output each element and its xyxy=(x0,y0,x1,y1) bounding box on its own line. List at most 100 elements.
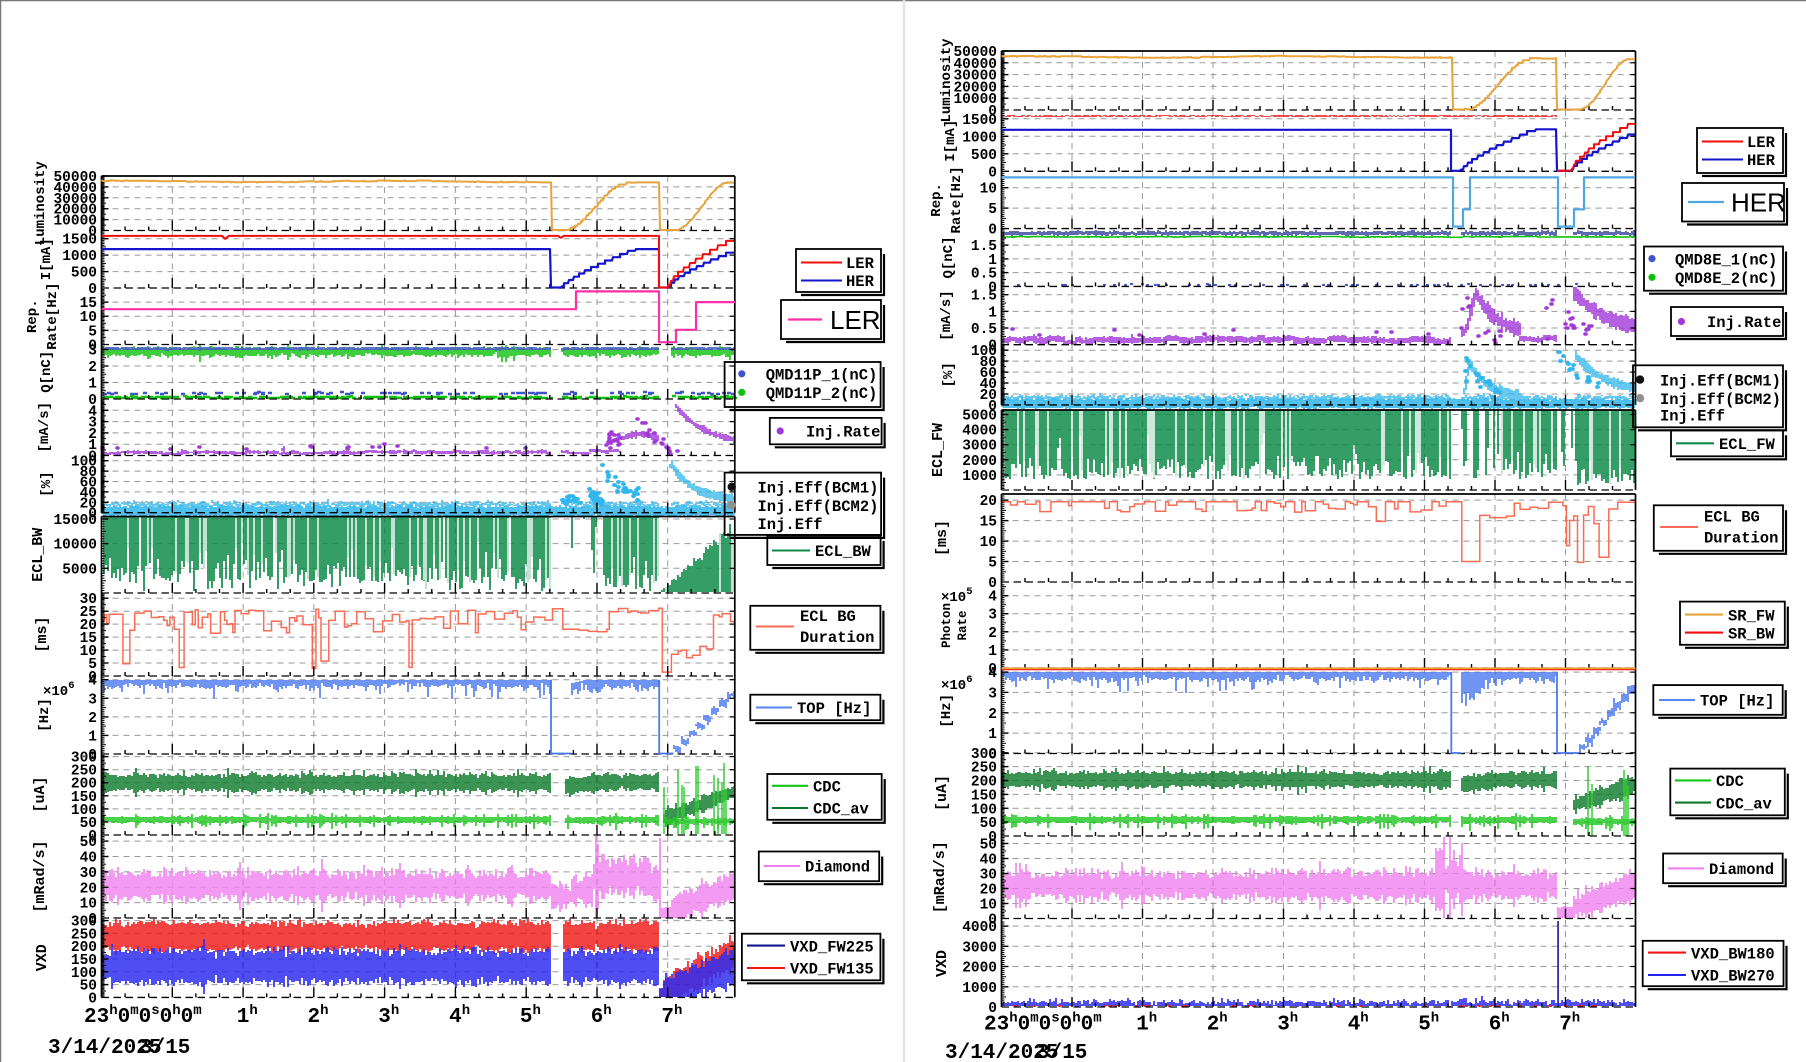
svg-text:100: 100 xyxy=(71,455,97,471)
svg-text:4: 4 xyxy=(88,674,97,690)
svg-text:VXD_FW135: VXD_FW135 xyxy=(790,961,874,979)
svg-text:150: 150 xyxy=(71,790,97,806)
svg-text:I[mA]: I[mA] xyxy=(943,120,959,162)
svg-text:50: 50 xyxy=(80,816,97,832)
svg-text:0: 0 xyxy=(88,748,97,764)
svg-text:3/14/2025: 3/14/2025 xyxy=(48,1037,161,1060)
svg-text:Inj.Eff(BCM1): Inj.Eff(BCM1) xyxy=(758,480,879,498)
svg-text:1: 1 xyxy=(88,729,97,745)
svg-text:20: 20 xyxy=(980,883,997,899)
svg-text:30: 30 xyxy=(980,868,997,884)
svg-text:0: 0 xyxy=(988,339,997,355)
svg-text:10: 10 xyxy=(980,898,997,914)
svg-text:HER: HER xyxy=(1747,152,1776,170)
svg-text:10: 10 xyxy=(80,897,97,913)
svg-text:Duration: Duration xyxy=(800,629,874,647)
svg-text:10: 10 xyxy=(980,535,997,551)
svg-text:20: 20 xyxy=(980,494,997,510)
svg-text:80: 80 xyxy=(980,355,997,371)
svg-text:Inj.Rate: Inj.Rate xyxy=(1707,314,1781,332)
svg-text:1: 1 xyxy=(988,305,997,321)
svg-text:VXD_FW225: VXD_FW225 xyxy=(790,938,874,956)
svg-text:40: 40 xyxy=(80,851,97,867)
svg-text:20: 20 xyxy=(80,496,97,512)
svg-text:0: 0 xyxy=(88,507,97,523)
svg-text:1: 1 xyxy=(988,253,997,269)
svg-text:2: 2 xyxy=(988,626,997,642)
svg-text:3/15: 3/15 xyxy=(1037,1042,1087,1062)
svg-text:1: 1 xyxy=(988,727,997,743)
svg-text:Diamond: Diamond xyxy=(1709,861,1774,879)
svg-text:4: 4 xyxy=(988,590,997,606)
svg-text:3: 3 xyxy=(988,686,997,702)
svg-text:23h0m0s0h0m: 23h0m0s0h0m xyxy=(984,1011,1102,1037)
svg-text:100: 100 xyxy=(71,803,97,819)
svg-text:×106: ×106 xyxy=(43,680,75,700)
svg-text:CDC: CDC xyxy=(813,779,841,797)
svg-text:ECL BG: ECL BG xyxy=(1704,508,1760,526)
svg-text:0: 0 xyxy=(88,829,97,845)
svg-text:TOP [Hz]: TOP [Hz] xyxy=(1700,693,1774,711)
svg-text:Inj.Rate: Inj.Rate xyxy=(806,424,880,442)
svg-text:50: 50 xyxy=(80,979,97,995)
svg-text:1500: 1500 xyxy=(962,113,997,129)
svg-text:3000: 3000 xyxy=(962,940,997,956)
svg-text:3: 3 xyxy=(988,608,997,624)
svg-text:I[mA]: I[mA] xyxy=(39,238,55,280)
svg-text:VXD: VXD xyxy=(34,944,51,971)
svg-text:VXD: VXD xyxy=(934,950,951,977)
svg-text:SR_FW: SR_FW xyxy=(1728,607,1775,625)
svg-text:Q[nC]: Q[nC] xyxy=(941,236,957,278)
svg-text:20000: 20000 xyxy=(953,80,997,96)
svg-text:4000: 4000 xyxy=(962,424,997,440)
svg-text:60: 60 xyxy=(980,366,997,382)
svg-text:5: 5 xyxy=(988,556,997,572)
svg-text:3: 3 xyxy=(88,692,97,708)
svg-text:Rep.: Rep. xyxy=(25,299,41,333)
svg-text:[mRad/s]: [mRad/s] xyxy=(932,841,949,913)
svg-text:20: 20 xyxy=(980,388,997,404)
svg-text:LER: LER xyxy=(830,305,881,335)
svg-text:20: 20 xyxy=(80,881,97,897)
svg-text:3/15: 3/15 xyxy=(140,1037,190,1060)
svg-text:3000: 3000 xyxy=(962,439,997,455)
svg-text:ECL_BW: ECL_BW xyxy=(30,528,47,582)
svg-text:0.5: 0.5 xyxy=(971,322,997,338)
svg-text:1.5: 1.5 xyxy=(971,289,997,305)
svg-text:100: 100 xyxy=(71,966,97,982)
svg-text:1000: 1000 xyxy=(62,249,97,265)
svg-text:VXD_BW270: VXD_BW270 xyxy=(1691,968,1775,986)
svg-text:Inj.Eff(BCM2): Inj.Eff(BCM2) xyxy=(1660,391,1781,409)
svg-text:CDC_av: CDC_av xyxy=(813,801,870,819)
svg-text:50: 50 xyxy=(980,838,997,854)
svg-text:0: 0 xyxy=(88,450,97,466)
svg-text:1000: 1000 xyxy=(962,130,997,146)
svg-text:QMD11P_1(nC): QMD11P_1(nC) xyxy=(766,367,878,385)
svg-text:Q[nC]: Q[nC] xyxy=(39,351,55,393)
svg-text:0: 0 xyxy=(988,399,997,415)
svg-text:0: 0 xyxy=(88,225,97,241)
svg-text:40: 40 xyxy=(980,377,997,393)
svg-text:0: 0 xyxy=(988,913,997,929)
svg-text:3: 3 xyxy=(88,344,97,360)
svg-text:300: 300 xyxy=(71,915,97,931)
svg-text:10000: 10000 xyxy=(53,538,97,554)
svg-text:100: 100 xyxy=(971,344,997,360)
svg-text:0: 0 xyxy=(988,223,997,239)
svg-text:0: 0 xyxy=(88,339,97,355)
svg-text:×106: ×106 xyxy=(941,674,973,694)
svg-text:250: 250 xyxy=(71,764,97,780)
svg-text:0: 0 xyxy=(988,830,997,846)
svg-text:2: 2 xyxy=(88,360,97,376)
svg-text:1000: 1000 xyxy=(962,469,997,485)
svg-text:500: 500 xyxy=(971,148,997,164)
svg-text:40: 40 xyxy=(980,853,997,869)
svg-text:Diamond: Diamond xyxy=(805,859,870,877)
svg-text:0: 0 xyxy=(988,1001,997,1017)
svg-text:QMD8E_1(nC): QMD8E_1(nC) xyxy=(1675,251,1777,269)
svg-text:[Hz]: [Hz] xyxy=(37,698,53,732)
svg-text:100: 100 xyxy=(971,802,997,818)
svg-text:Inj.Eff: Inj.Eff xyxy=(758,516,823,534)
svg-text:50000: 50000 xyxy=(953,45,997,61)
svg-text:1: 1 xyxy=(988,644,997,660)
